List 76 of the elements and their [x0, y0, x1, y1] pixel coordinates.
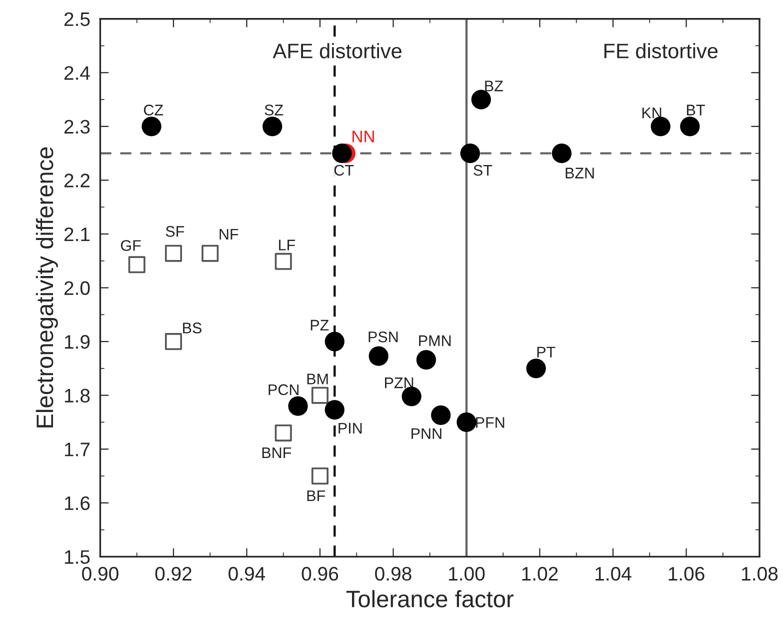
x-tick-label: 1.06 [668, 566, 704, 581]
annotation: BS [183, 322, 202, 334]
annotation: PNN [412, 428, 442, 439]
point [680, 116, 700, 136]
annotation: PMN [419, 335, 451, 346]
annotation: PZ [310, 320, 329, 330]
y-tick-label: 2.0 [64, 281, 90, 296]
y-tick-label: 2.2 [64, 174, 90, 188]
y-tick-label: 2.1 [64, 227, 90, 242]
annotation: BM [307, 374, 328, 384]
x-tick-label: 0.96 [302, 566, 338, 581]
annotation: SF [166, 226, 184, 237]
point [456, 412, 476, 432]
annotation: AFE distortive [272, 43, 402, 58]
point [311, 467, 328, 485]
point [431, 405, 451, 426]
annotation: BZN [566, 168, 594, 178]
annotation: KN [642, 108, 662, 118]
annotation: ST [474, 164, 492, 176]
point [262, 116, 282, 136]
annotation: BF [307, 490, 326, 501]
point [552, 144, 572, 164]
y-tick-label: 1.9 [64, 335, 90, 349]
point [460, 144, 480, 164]
point [471, 90, 491, 110]
y-tick-label: 1.6 [64, 496, 90, 510]
point [128, 256, 146, 274]
point [416, 350, 436, 370]
x-tick-label: 1.04 [596, 566, 632, 581]
annotation: BNF [262, 447, 292, 458]
x-tick-label: 0.94 [228, 566, 266, 581]
x-tick-label: 1.08 [742, 566, 778, 581]
series-label: NN [352, 130, 374, 142]
point [288, 396, 308, 416]
point [311, 386, 328, 404]
point [402, 386, 422, 406]
point [274, 424, 292, 442]
annotation: PIN [338, 422, 362, 434]
y-tick-label: 1.5 [64, 550, 90, 564]
annotation: CT [334, 164, 354, 176]
point [164, 244, 182, 262]
y-tick-label: 2.5 [64, 12, 90, 26]
x-axis-title: Tolerance factor [346, 590, 514, 608]
annotation: FE distortive [604, 43, 718, 58]
point [650, 116, 670, 136]
y-tick-label: 2.3 [64, 120, 90, 134]
y-axis-title: Electronegativity difference [36, 147, 58, 428]
annotation: PZN [385, 378, 414, 388]
point [142, 116, 162, 136]
point [202, 244, 219, 262]
annotation: BZ [485, 80, 503, 92]
x-tick-label: 1.02 [522, 566, 558, 581]
point [324, 400, 344, 420]
x-tick-label: 0.98 [375, 566, 412, 581]
annotation: CZ [144, 104, 164, 116]
annotation: PFN [476, 417, 504, 428]
annotation: GF [120, 240, 141, 251]
y-tick-label: 2.4 [64, 66, 90, 80]
point [332, 144, 352, 164]
x-tick-label: 0.90 [82, 566, 118, 581]
annotation: NF [220, 228, 238, 240]
x-tick-label: 0.92 [155, 566, 192, 581]
point [526, 358, 546, 378]
annotation: PT [537, 346, 556, 358]
annotation: LF [279, 240, 296, 250]
y-tick-label: 1.7 [64, 442, 90, 456]
y-tick-label: 1.8 [64, 388, 90, 403]
point [324, 332, 344, 352]
x-tick-label: 1.00 [449, 566, 485, 581]
point [368, 346, 388, 366]
point [164, 333, 182, 350]
annotation: BT [687, 104, 705, 116]
annotation: PCN [268, 384, 298, 396]
annotation: PSN [368, 332, 398, 342]
point [274, 252, 292, 270]
annotation: SZ [264, 104, 284, 116]
